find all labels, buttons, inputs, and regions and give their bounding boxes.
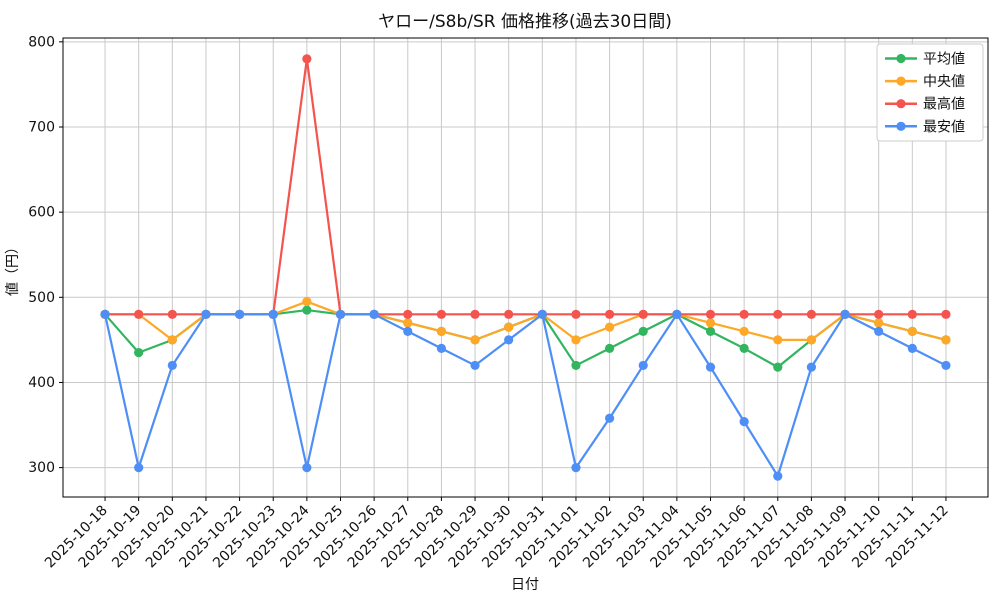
- data-point: [604, 309, 615, 319]
- data-point: [403, 309, 413, 319]
- data-point: [773, 471, 783, 481]
- data-point: [604, 322, 615, 332]
- series-line: [103, 313, 947, 478]
- data-point: [941, 360, 951, 371]
- data-point: [134, 348, 144, 358]
- data-point: [436, 326, 447, 336]
- y-axis-label: 値（円）: [5, 240, 21, 296]
- axes-frame: [62, 37, 989, 498]
- y-tick-label: 800: [28, 34, 55, 50]
- data-point: [672, 309, 682, 319]
- data-point: [302, 296, 312, 307]
- data-point: [705, 309, 716, 319]
- data-point: [268, 309, 278, 319]
- data-point: [806, 309, 817, 319]
- data-point: [201, 309, 211, 319]
- legend-swatch-dot: [896, 99, 906, 109]
- data-point: [537, 309, 547, 319]
- data-point: [504, 322, 514, 332]
- data-point: [167, 309, 177, 319]
- data-point: [638, 309, 648, 319]
- data-point: [504, 335, 514, 345]
- data-point: [436, 309, 447, 319]
- data-point: [806, 335, 817, 345]
- data-point: [773, 335, 783, 345]
- data-point: [907, 309, 917, 319]
- data-point: [874, 326, 884, 336]
- data-point: [874, 309, 884, 319]
- data-point: [638, 326, 648, 336]
- data-point: [436, 343, 447, 353]
- y-tick-label: 700: [28, 119, 55, 135]
- data-point: [571, 309, 581, 319]
- y-tick-label: 600: [28, 205, 55, 221]
- data-point: [739, 309, 749, 319]
- data-point: [403, 326, 413, 336]
- data-point: [571, 335, 581, 345]
- data-point: [571, 463, 581, 473]
- data-point: [739, 343, 749, 353]
- data-point: [403, 318, 413, 328]
- series-line: [105, 57, 946, 316]
- data-point: [705, 326, 716, 336]
- series-line: [104, 308, 947, 369]
- data-point: [840, 309, 850, 319]
- data-point: [705, 362, 716, 372]
- data-point: [470, 309, 480, 319]
- data-point: [302, 54, 312, 64]
- data-point: [167, 335, 177, 345]
- data-point: [941, 309, 951, 319]
- legend-swatch-dot: [896, 121, 906, 131]
- data-point: [773, 362, 783, 372]
- data-point: [134, 463, 144, 473]
- data-point: [100, 309, 110, 319]
- data-point: [134, 309, 144, 319]
- legend-box: [876, 43, 984, 142]
- series-line: [105, 300, 947, 341]
- y-tick-label: 500: [28, 290, 55, 306]
- chart-generated: 3004005006007008002025-10-182025-10-1920…: [28, 34, 989, 571]
- legend-label: 平均値: [923, 52, 965, 68]
- data-point: [806, 362, 817, 372]
- data-point: [470, 360, 480, 371]
- y-tick-label: 300: [28, 460, 55, 476]
- legend-swatch-dot: [896, 53, 906, 64]
- data-point: [739, 326, 749, 336]
- data-point: [705, 318, 716, 328]
- data-point: [604, 343, 615, 353]
- data-point: [302, 305, 312, 315]
- data-point: [773, 309, 783, 319]
- x-axis-label: 日付: [511, 577, 539, 593]
- y-tick-label: 400: [28, 375, 55, 391]
- legend-label: 中央値: [923, 74, 965, 90]
- legend-label: 最安値: [923, 119, 965, 135]
- data-point: [369, 309, 379, 319]
- data-point: [504, 309, 514, 319]
- legend-label: 最高値: [923, 96, 965, 113]
- data-point: [739, 417, 749, 427]
- data-point: [604, 413, 615, 423]
- data-point: [907, 343, 917, 353]
- data-point: [335, 309, 346, 319]
- data-point: [302, 463, 312, 473]
- legend-swatch-dot: [896, 76, 906, 86]
- chart-title: ヤロー/S8b/SR 価格推移(過去30日間): [378, 12, 672, 32]
- data-point: [167, 360, 177, 371]
- data-point: [571, 360, 581, 371]
- data-point: [470, 335, 480, 345]
- data-point: [638, 360, 648, 371]
- data-point: [234, 309, 245, 319]
- data-point: [874, 318, 884, 328]
- data-point: [907, 326, 917, 336]
- data-point: [941, 335, 951, 345]
